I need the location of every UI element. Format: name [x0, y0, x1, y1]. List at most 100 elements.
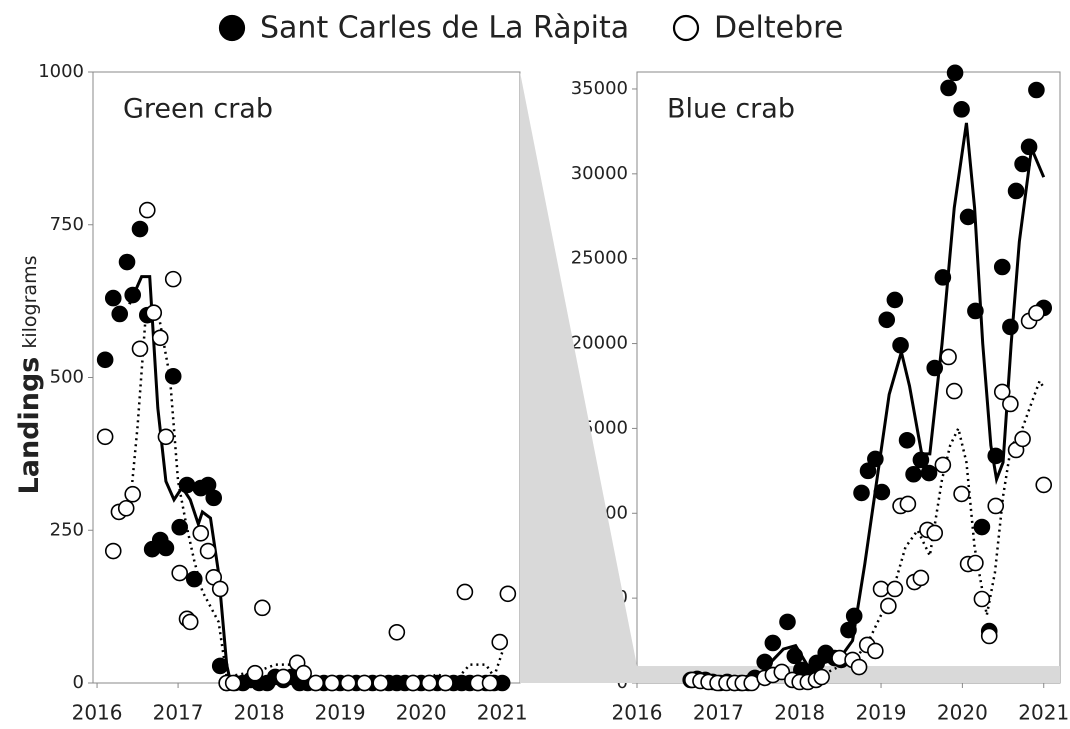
data-point [178, 476, 196, 494]
data-point [940, 348, 957, 366]
data-point [437, 674, 454, 692]
trend-line [693, 378, 1045, 685]
data-point [779, 613, 796, 631]
data-point [880, 597, 897, 615]
data-point [973, 590, 991, 608]
data-point [111, 305, 129, 323]
data-point [164, 367, 182, 385]
data-point [859, 462, 877, 480]
data-point [275, 668, 292, 686]
data-point [104, 542, 122, 560]
y-tick-label: 30000 [571, 163, 628, 184]
data-point [1028, 81, 1045, 99]
data-point [339, 674, 357, 692]
data-point [756, 653, 774, 671]
data-point [323, 674, 341, 692]
data-point [953, 485, 970, 503]
data-point [934, 456, 952, 474]
data-point [171, 518, 188, 536]
data-point [356, 674, 373, 692]
y-tick-label: 25000 [571, 248, 628, 269]
x-tick-label: 2019 [856, 701, 907, 725]
x-tick-label: 2016 [72, 701, 123, 725]
data-point [987, 497, 1005, 515]
data-point [1014, 155, 1031, 173]
data-point [1007, 182, 1025, 200]
data-point [905, 465, 922, 483]
data-point [118, 253, 136, 271]
data-point [491, 633, 509, 651]
panel-title: Blue crab [667, 94, 795, 125]
data-point [181, 613, 199, 631]
data-point [764, 634, 782, 652]
data-point [145, 304, 163, 322]
data-point [840, 621, 857, 639]
y-axis-label: Landings [14, 357, 45, 495]
plot-frame [636, 71, 1061, 684]
data-point [987, 447, 1005, 465]
data-point [131, 340, 149, 358]
zoom-connector [520, 72, 637, 683]
data-point [1028, 304, 1045, 322]
data-point [157, 539, 175, 557]
data-point [151, 329, 169, 347]
data-point [295, 664, 312, 682]
data-point [1035, 476, 1053, 494]
data-point [813, 668, 830, 686]
x-tick-label: 2017 [693, 701, 744, 725]
y-tick-label: 0 [73, 672, 84, 693]
data-point [157, 428, 175, 446]
data-point [499, 585, 517, 603]
data-point [117, 499, 135, 517]
y-tick-label: 1000 [38, 61, 84, 82]
data-point [192, 525, 210, 542]
x-tick-label: 2020 [937, 701, 988, 725]
y-tick-label: 20000 [571, 333, 628, 354]
data-point [912, 569, 930, 587]
data-point [1014, 430, 1031, 448]
data-point [254, 599, 271, 617]
data-point [171, 564, 188, 582]
data-point [307, 674, 325, 692]
trend-line [693, 122, 1046, 685]
legend-marker [672, 14, 700, 42]
y-tick-label: 35000 [571, 78, 628, 99]
data-point [973, 518, 991, 536]
x-tick-label: 2017 [153, 701, 204, 725]
data-point [205, 489, 223, 507]
data-point [246, 664, 264, 682]
data-point [786, 647, 804, 665]
data-point [420, 674, 438, 692]
data-point [138, 201, 156, 219]
data-point [934, 269, 952, 286]
data-point [1002, 318, 1019, 336]
data-point [867, 450, 884, 468]
panel-title: Green crab [123, 94, 273, 125]
y-axis-title: Landings kilograms [14, 256, 45, 495]
data-point [886, 580, 904, 598]
data-point [124, 286, 142, 304]
x-tick-label: 2018 [774, 701, 825, 725]
data-point [940, 79, 957, 97]
data-point [867, 642, 884, 660]
data-point [853, 484, 870, 502]
data-point [481, 674, 499, 692]
data-point [211, 657, 229, 675]
data-point [199, 542, 217, 560]
legend-label: Deltebre [714, 11, 843, 46]
data-point [1020, 138, 1038, 156]
data-point [96, 428, 114, 446]
plot-frame [92, 71, 521, 684]
x-tick-label: 2019 [315, 701, 366, 725]
data-point [920, 464, 938, 482]
data-point [898, 431, 916, 449]
x-tick-label: 2021 [477, 701, 528, 725]
y-tick-label: 250 [50, 519, 84, 540]
data-point [926, 359, 944, 377]
data-point [1002, 395, 1019, 413]
x-tick-label: 2016 [612, 701, 663, 725]
data-point [892, 336, 909, 354]
data-point [185, 570, 203, 588]
data-point [456, 583, 474, 601]
